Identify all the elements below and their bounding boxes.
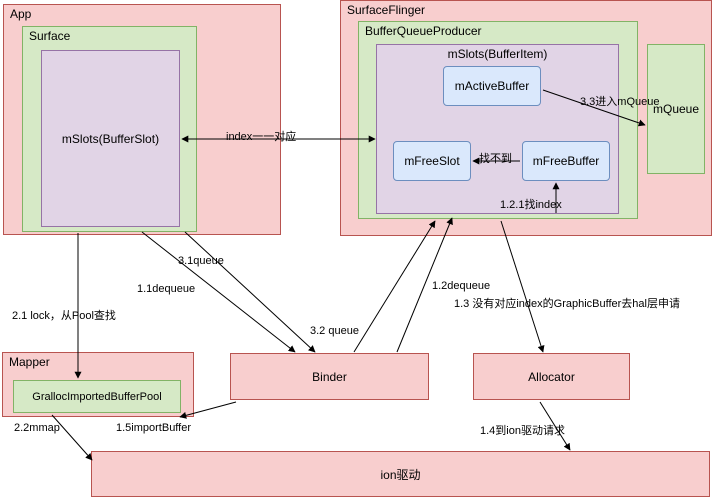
node-mqueue: mQueue [647,44,705,174]
label-surface: Surface [29,29,70,43]
label-binder: Binder [231,354,428,399]
label-mactive: mActiveBuffer [444,67,540,105]
label-bqp: BufferQueueProducer [365,24,482,38]
label-mapper: Mapper [9,355,50,369]
label-surfaceflinger: SurfaceFlinger [347,3,425,17]
label-sf-mslots: mSlots(BufferItem) [448,47,548,61]
label-ion: ion驱动 [92,452,709,496]
edge-label-e_11dequeue: 1.1dequeue [137,283,195,295]
label-app-mslots: mSlots(BufferSlot) [42,51,179,226]
edge-e_11dequeue [142,232,295,352]
label-mfreebuffer: mFreeBuffer [523,142,609,180]
node-mactive: mActiveBuffer [443,66,541,106]
edge-e_12dequeue [397,218,452,352]
label-app: App [10,7,31,21]
label-allocator: Allocator [474,354,629,399]
edge-e_22mmap [52,415,92,460]
label-gralloc: GrallocImportedBufferPool [14,381,180,412]
edge-e_32queue [354,221,435,352]
edge-label-e_32queue: 3.2 queue [310,325,359,337]
node-allocator: Allocator [473,353,630,400]
edge-label-e_13nobuffer: 1.3 没有对应index的GraphicBuffer去hal层申请 [454,295,680,311]
edge-label-e_12dequeue: 1.2dequeue [432,280,490,292]
node-ion: ion驱动 [91,451,710,497]
edge-e_13nobuffer [501,221,543,352]
edge-e_14ion [540,402,570,450]
label-mfreeslot: mFreeSlot [394,142,470,180]
edge-label-e_22mmap: 2.2mmap [14,422,60,434]
node-app-mslots: mSlots(BufferSlot) [41,50,180,227]
edge-label-e_15import: 1.5importBuffer [116,422,191,434]
node-mfreeslot: mFreeSlot [393,141,471,181]
node-mfreebuffer: mFreeBuffer [522,141,610,181]
edge-label-e_21lock: 2.1 lock，从Pool查找 [12,307,116,323]
edge-e_31queue [185,232,315,352]
node-binder: Binder [230,353,429,400]
edge-label-e_14ion: 1.4到ion驱动请求 [480,422,565,438]
label-mqueue: mQueue [648,45,704,173]
node-gralloc: GrallocImportedBufferPool [13,380,181,413]
edge-label-e_31queue: 3.1queue [178,255,224,267]
